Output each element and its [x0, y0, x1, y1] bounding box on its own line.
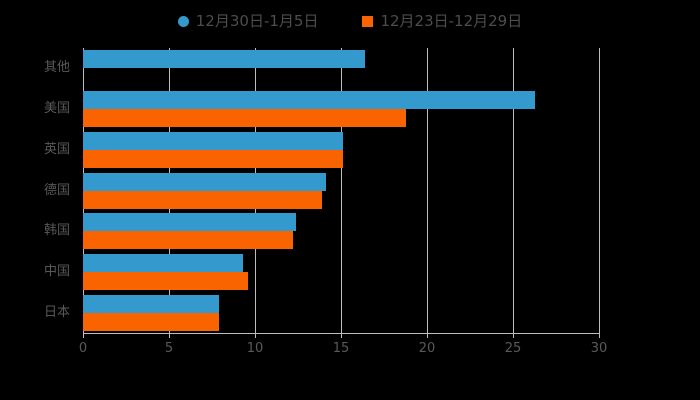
tick-mark: [599, 333, 600, 338]
bar[interactable]: [83, 294, 219, 313]
bar[interactable]: [83, 50, 365, 69]
x-tick-label: 15: [332, 341, 350, 356]
legend-label-series-1: 12月23日-12月29日: [380, 11, 523, 30]
legend-item-series-0[interactable]: 12月30日-1月5日: [177, 11, 319, 30]
y-category-label: 德国: [43, 182, 70, 198]
tick-mark: [169, 333, 170, 338]
gridline: [513, 48, 514, 333]
bar[interactable]: [83, 91, 535, 110]
tick-mark: [341, 333, 342, 338]
bar[interactable]: [83, 231, 293, 250]
x-tick-label: 20: [418, 341, 436, 356]
bar[interactable]: [83, 253, 243, 272]
y-category-label: 韩国: [43, 223, 70, 239]
x-tick-label: 30: [590, 341, 608, 356]
y-category-label: 美国: [43, 101, 70, 117]
tick-mark: [513, 333, 514, 338]
gridline: [427, 48, 428, 333]
tick-mark: [83, 333, 84, 338]
bar[interactable]: [83, 271, 248, 290]
x-tick-label: 10: [246, 341, 264, 356]
bar[interactable]: [83, 172, 326, 191]
x-tick-label: 5: [164, 341, 174, 356]
legend-label-series-0: 12月30日-1月5日: [195, 11, 319, 30]
bar[interactable]: [83, 149, 343, 168]
plot-area: 0 5 10 15 20 25 30 其他美国英国德国韩国中国日本: [44, 48, 607, 355]
x-tick-label: 25: [504, 341, 522, 356]
y-category-label: 中国: [43, 263, 70, 279]
legend-item-series-1[interactable]: 12月23日-12月29日: [362, 11, 523, 30]
y-category-label: 英国: [43, 141, 70, 157]
gridline: [599, 48, 600, 333]
chart-legend: 12月30日-1月5日 12月23日-12月29日: [0, 8, 700, 34]
bar[interactable]: [83, 109, 406, 128]
legend-square-marker-icon: [362, 15, 374, 27]
gridline: [341, 48, 342, 333]
bar[interactable]: [83, 131, 343, 150]
tick-mark: [255, 333, 256, 338]
bar[interactable]: [83, 213, 296, 232]
bar[interactable]: [83, 190, 322, 209]
bar[interactable]: [83, 312, 219, 331]
x-tick-label: 0: [78, 341, 88, 356]
legend-circle-marker-icon: [177, 15, 189, 27]
tick-mark: [427, 333, 428, 338]
y-category-label: 其他: [43, 60, 70, 76]
y-category-label: 日本: [43, 304, 70, 320]
